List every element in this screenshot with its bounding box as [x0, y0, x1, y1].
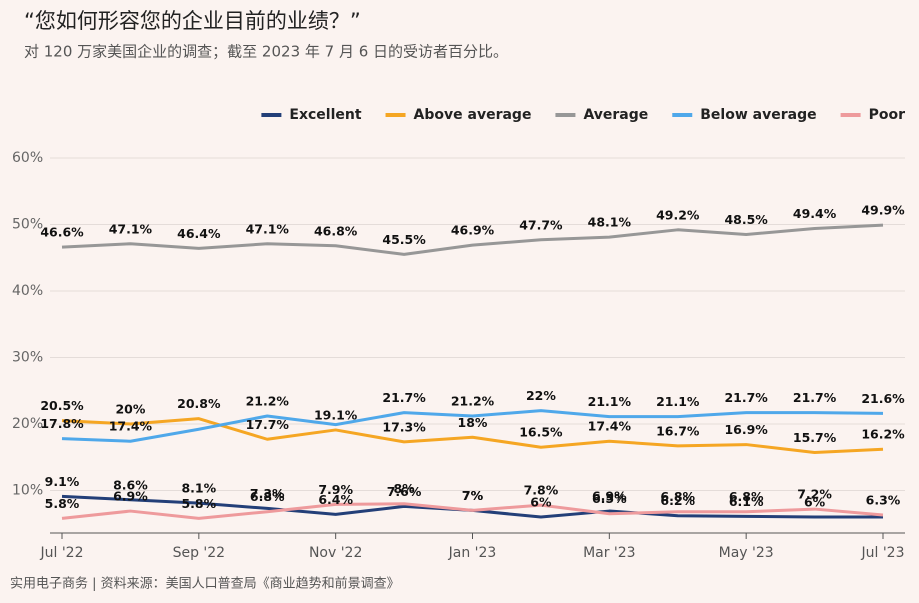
data-label: 46.9% — [451, 223, 495, 238]
data-label: 8% — [393, 481, 415, 496]
y-tick-label: 30% — [12, 349, 43, 365]
data-label: 6.2% — [660, 493, 695, 508]
data-label: 21.2% — [246, 393, 290, 408]
legend-label: Poor — [869, 107, 905, 123]
legend-label: Above average — [414, 107, 532, 123]
data-label: 6.8% — [250, 489, 285, 504]
data-label: 6.1% — [729, 494, 764, 509]
data-label: 21.7% — [382, 390, 426, 405]
data-label: 6% — [530, 495, 552, 510]
data-label: 49.2% — [656, 207, 700, 222]
data-label: 47.1% — [246, 221, 290, 236]
data-label: 48.5% — [724, 212, 768, 227]
legend-label: Below average — [700, 107, 816, 123]
data-label: 16.5% — [519, 425, 563, 440]
data-label: 45.5% — [382, 232, 426, 247]
data-label: 16.9% — [724, 422, 768, 437]
data-label: 8.1% — [181, 481, 216, 496]
data-label: 6.3% — [866, 493, 901, 508]
x-tick-label: Sep '22 — [173, 545, 226, 561]
y-tick-label: 60% — [12, 150, 43, 166]
data-label: 47.1% — [109, 221, 153, 236]
data-label: 16.7% — [656, 423, 700, 438]
data-label: 17.4% — [109, 419, 153, 434]
x-tick-label: May '23 — [719, 545, 774, 561]
data-label: 46.8% — [314, 223, 358, 238]
data-label: 6% — [804, 495, 826, 510]
data-label: 6.8% — [660, 489, 695, 504]
data-label: 21.2% — [451, 393, 495, 408]
data-label: 5.8% — [181, 496, 216, 511]
data-label: 7.3% — [250, 486, 285, 501]
data-label: 15.7% — [793, 430, 837, 445]
data-label: 7.2% — [797, 487, 832, 502]
data-label: 6.4% — [318, 492, 353, 507]
data-label: 18% — [458, 415, 488, 430]
data-label: 21.1% — [656, 394, 700, 409]
y-tick-label: 40% — [12, 283, 43, 299]
data-label: 48.1% — [588, 215, 632, 230]
data-label: 6.9% — [113, 489, 148, 504]
data-label: 6.9% — [592, 489, 627, 504]
y-tick-label: 20% — [12, 416, 43, 432]
data-label: 21.7% — [793, 390, 837, 405]
data-label: 21.1% — [588, 394, 632, 409]
series-line — [61, 409, 884, 443]
data-label: 21.6% — [861, 391, 905, 406]
data-label: 47.7% — [519, 217, 563, 232]
data-label: 17.3% — [382, 419, 426, 434]
x-tick-label: Mar '23 — [583, 545, 636, 561]
data-label: 8.6% — [113, 477, 148, 492]
data-label: 6.5% — [592, 491, 627, 506]
series-line — [61, 502, 884, 520]
x-tick-label: Jul '22 — [39, 545, 83, 561]
data-label: 20.5% — [40, 398, 84, 413]
source: 实用电子商务 | 资料来源：美国人口普查局《商业趋势和前景调查》 — [10, 576, 400, 592]
x-tick-label: Jan '23 — [448, 545, 497, 561]
data-label: 16.2% — [861, 427, 905, 442]
y-tick-label: 50% — [12, 216, 43, 232]
legend-label: Average — [583, 107, 648, 123]
data-label: 6.8% — [729, 489, 764, 504]
data-label: 49.9% — [861, 203, 905, 218]
data-label: 22% — [526, 388, 556, 403]
y-tick-label: 10% — [12, 482, 43, 498]
data-label: 7.9% — [318, 482, 353, 497]
data-label: 20.8% — [177, 396, 221, 411]
data-label: 17.7% — [246, 417, 290, 432]
data-label: 19.1% — [314, 407, 358, 422]
data-label: 20% — [115, 401, 145, 416]
data-label: 17.8% — [40, 416, 84, 431]
data-label: 17.4% — [588, 419, 632, 434]
data-label: 7% — [462, 488, 484, 503]
legend-label: Excellent — [289, 107, 361, 123]
data-label: 46.4% — [177, 226, 221, 241]
data-label: 49.4% — [793, 206, 837, 221]
data-label: 9.1% — [45, 474, 80, 489]
chart-subtitle: 对 120 万家美国企业的调查；截至 2023 年 7 月 6 日的受访者百分比… — [24, 43, 508, 61]
series-line — [61, 223, 884, 256]
data-label: 5.8% — [45, 496, 80, 511]
x-tick-label: Nov '22 — [309, 545, 362, 561]
data-label: 7% — [462, 488, 484, 503]
data-label: 7.8% — [524, 483, 559, 498]
chart-title: “您如何形容您的企业目前的业绩？” — [24, 9, 361, 33]
x-tick-label: Jul '23 — [860, 545, 904, 561]
data-label: 21.7% — [724, 390, 768, 405]
data-label: 46.6% — [40, 225, 84, 240]
series-line — [61, 417, 884, 455]
data-label: 7.6% — [387, 484, 422, 499]
